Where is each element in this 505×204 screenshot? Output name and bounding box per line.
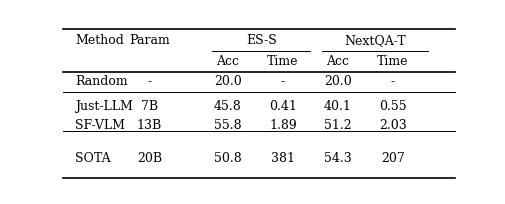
- Text: 381: 381: [270, 152, 294, 165]
- Text: Time: Time: [267, 55, 298, 68]
- Text: 0.41: 0.41: [268, 100, 296, 113]
- Text: 207: 207: [380, 152, 403, 165]
- Text: 40.1: 40.1: [323, 100, 351, 113]
- Text: NextQA-T: NextQA-T: [343, 34, 405, 48]
- Text: ES-S: ES-S: [245, 34, 276, 48]
- Text: 7B: 7B: [141, 100, 158, 113]
- Text: 0.55: 0.55: [378, 100, 406, 113]
- Text: Method: Method: [75, 34, 124, 48]
- Text: Acc: Acc: [216, 55, 239, 68]
- Text: SF-VLM: SF-VLM: [75, 119, 125, 132]
- Text: 45.8: 45.8: [214, 100, 241, 113]
- Text: 20.0: 20.0: [214, 75, 241, 88]
- Text: 50.8: 50.8: [214, 152, 241, 165]
- Text: Acc: Acc: [326, 55, 348, 68]
- Text: 54.3: 54.3: [323, 152, 351, 165]
- Text: -: -: [147, 75, 152, 88]
- Text: SOTA: SOTA: [75, 152, 111, 165]
- Text: -: -: [280, 75, 284, 88]
- Text: 55.8: 55.8: [214, 119, 241, 132]
- Text: -: -: [390, 75, 394, 88]
- Text: Param: Param: [129, 34, 170, 48]
- Text: 1.89: 1.89: [269, 119, 296, 132]
- Text: 2.03: 2.03: [378, 119, 406, 132]
- Text: 51.2: 51.2: [323, 119, 351, 132]
- Text: 13B: 13B: [137, 119, 162, 132]
- Text: 20B: 20B: [137, 152, 162, 165]
- Text: Random: Random: [75, 75, 127, 88]
- Text: Just-LLM: Just-LLM: [75, 100, 133, 113]
- Text: Time: Time: [376, 55, 408, 68]
- Text: 20.0: 20.0: [323, 75, 351, 88]
